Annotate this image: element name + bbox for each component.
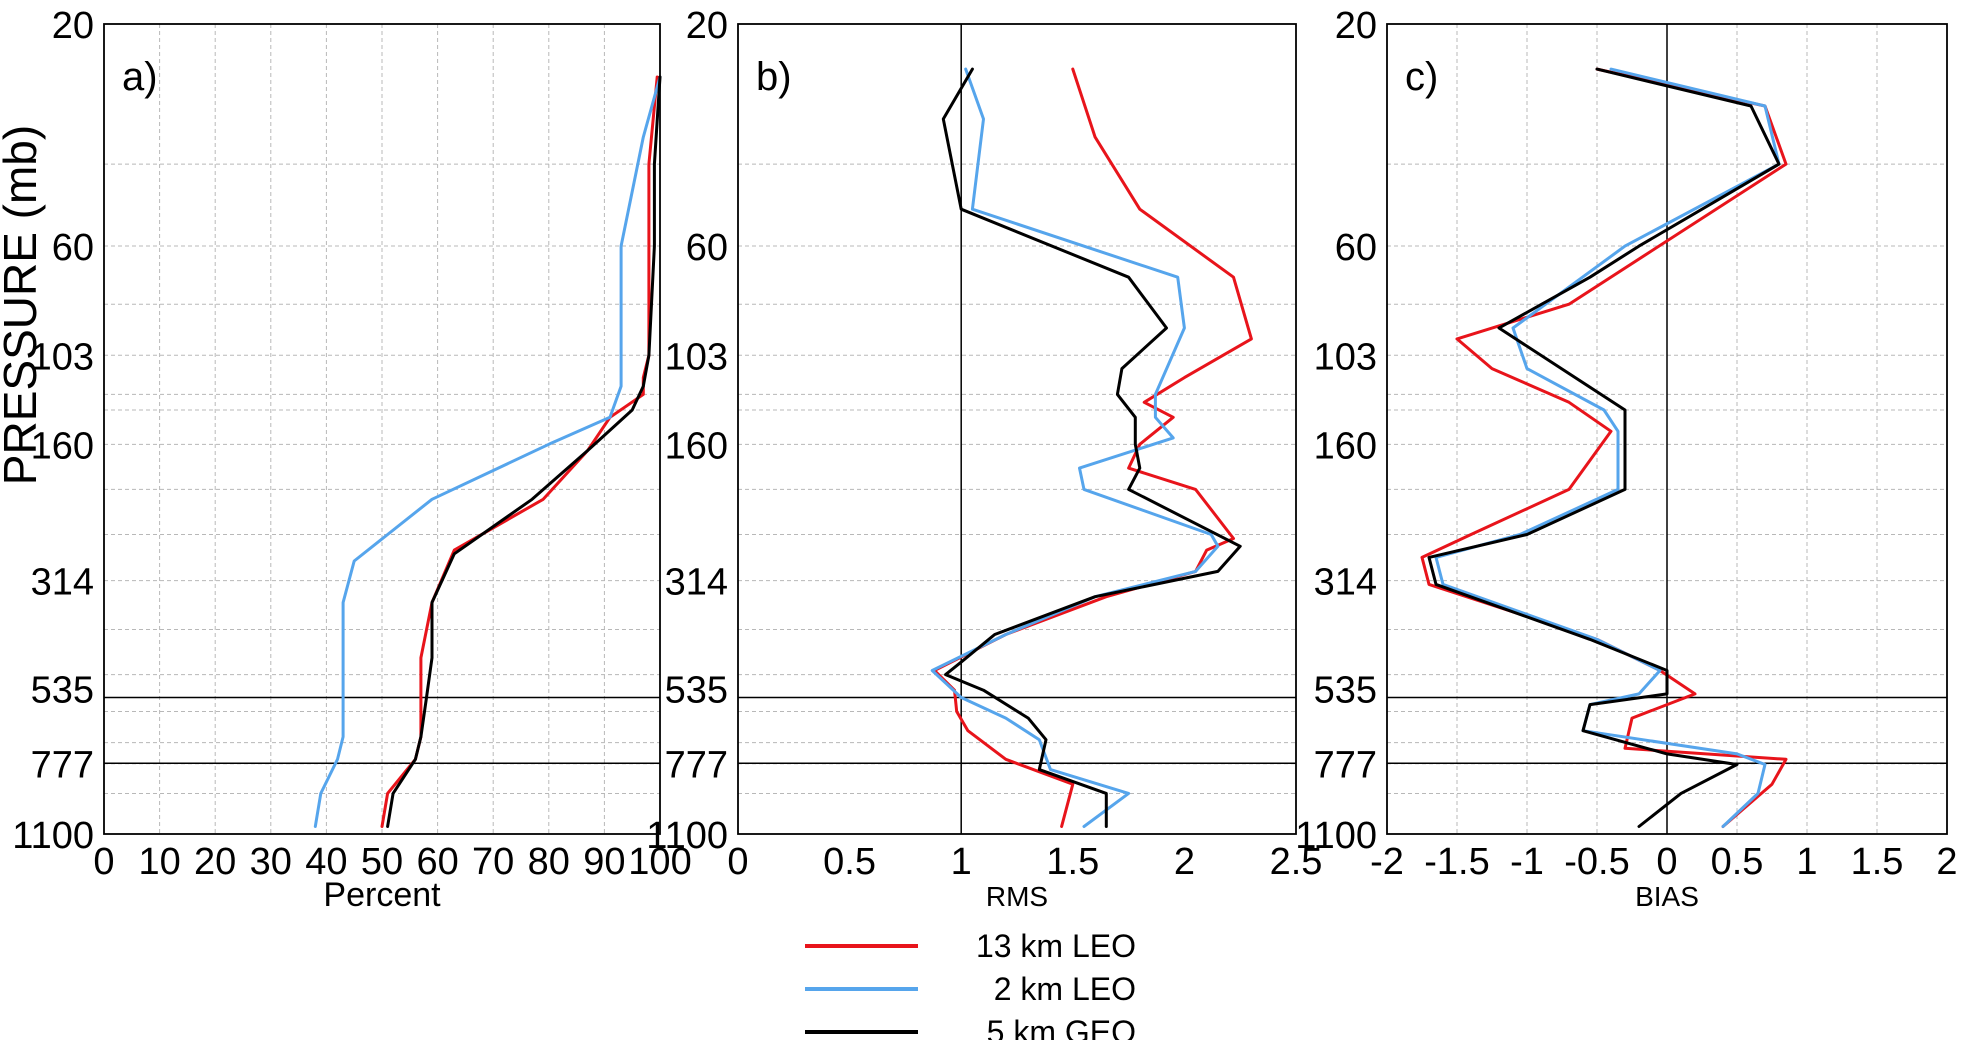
series-line [1420,67,1788,828]
y-tick-label: 535 [1314,669,1377,711]
panel-label: b) [756,55,792,99]
y-tick-label: 535 [31,669,94,711]
x-tick-label: 70 [472,841,514,883]
y-axis-label: PRESSURE (mb) [0,125,46,485]
y-tick-label: 777 [665,745,728,787]
y-tick-label: 103 [665,336,728,378]
x-axis-label: RMS [986,881,1048,912]
y-tick-label: 1100 [1295,815,1377,857]
x-tick-label: 0.5 [1711,841,1764,883]
legend: 13 km LEO 2 km LEO 5 km GEO [805,928,1136,1040]
y-tick-label: 777 [1314,745,1377,787]
y-tick-label: 1100 [12,815,94,857]
x-tick-label: 30 [250,841,292,883]
y-tick-label: 314 [31,562,94,604]
x-axis-label: BIAS [1635,881,1699,912]
x-tick-label: 20 [194,841,236,883]
x-tick-label: 1.5 [1851,841,1904,883]
series-line [1434,67,1781,828]
x-axis-label: Percent [323,876,441,914]
y-tick-label: 60 [1335,227,1377,269]
series-line [930,67,1220,828]
y-tick-label: 160 [1314,425,1377,467]
plot-frame [103,23,661,835]
plot-frame [1386,23,1948,835]
plot-frame [737,23,1297,835]
x-tick-label: 90 [583,841,625,883]
x-tick-label: 0 [727,841,748,883]
y-tick-label: 1100 [646,815,728,857]
panel-3: c) 20 60 103 160 314 535 777 1100-2 -1.5 -1 -0.5 0 0.… [1295,5,1957,912]
legend-label: 13 km LEO [976,928,1136,964]
y-tick-label: 20 [1335,5,1377,47]
series-line [941,67,1242,828]
panel-label: c) [1405,55,1438,99]
x-tick-label: 2 [1936,841,1957,883]
x-tick-label: 0 [1656,841,1677,883]
y-tick-label: 20 [52,5,94,47]
x-tick-label: 0.5 [823,841,876,883]
series-line [313,75,662,828]
x-tick-label: 1 [1796,841,1817,883]
x-tick-label: 2 [1174,841,1195,883]
x-tick-label: -1.5 [1424,841,1489,883]
x-tick-label: -2 [1370,841,1404,883]
x-tick-label: 10 [138,841,180,883]
x-tick-label: 50 [361,841,403,883]
x-tick-label: 100 [628,841,691,883]
series-line [386,75,662,828]
legend-label: 5 km GEO [987,1014,1136,1040]
x-tick-label: 80 [528,841,570,883]
y-tick-label: 314 [665,562,728,604]
y-tick-label: 103 [1314,336,1377,378]
x-tick-label: 1 [951,841,972,883]
y-tick-label: 20 [686,5,728,47]
series-line [932,67,1253,828]
y-tick-label: 60 [52,227,94,269]
x-tick-label: 0 [93,841,114,883]
panel-label: a) [122,55,158,99]
x-tick-label: 40 [305,841,347,883]
x-tick-label: -0.5 [1564,841,1629,883]
legend-label: 2 km LEO [994,971,1136,1007]
series-line [1427,67,1781,828]
y-tick-label: 535 [665,669,728,711]
x-tick-label: 2.5 [1270,841,1323,883]
y-tick-label: 777 [31,745,94,787]
x-tick-label: -1 [1510,841,1544,883]
y-tick-label: 60 [686,227,728,269]
x-tick-label: 1.5 [1046,841,1099,883]
y-tick-label: 160 [31,425,94,467]
y-tick-label: 314 [1314,562,1377,604]
y-tick-label: 160 [665,425,728,467]
y-tick-label: 103 [31,336,94,378]
x-tick-label: 60 [416,841,458,883]
